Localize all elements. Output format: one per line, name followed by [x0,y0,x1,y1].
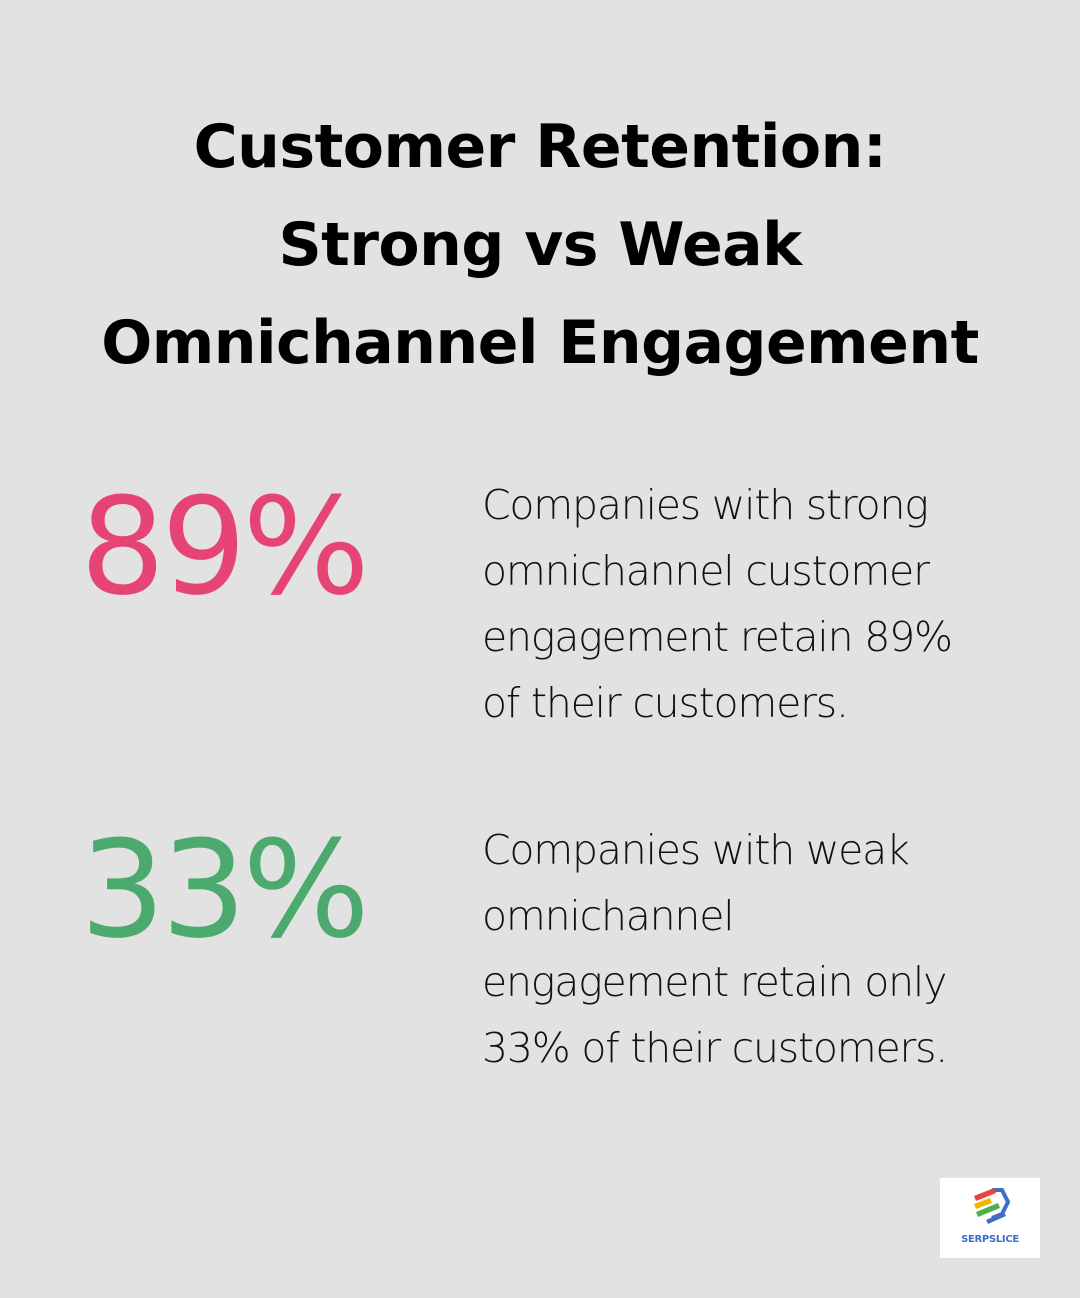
description-line: 33% of their customers. [482,1024,948,1072]
stat-value-89: 89% [80,469,370,625]
title-line-2: Strong vs Weak [278,210,802,280]
stat-value-33: 33% [80,812,370,968]
description-line: engagement retain only [482,958,947,1006]
title-line-3: Omnichannel Engagement [101,308,979,378]
serpslice-hexagon-logo-icon [974,1188,1011,1224]
description-line: Companies with weak [482,826,910,874]
description-line: omnichannel [482,892,735,940]
description-line: omnichannel customer [482,547,930,595]
description-line: of their customers. [482,679,849,727]
description-line: engagement retain 89% [482,613,953,661]
serpslice-logo: SERPSLICE [940,1178,1040,1258]
logo-text: SERPSLICE [961,1234,1019,1245]
title-line-1: Customer Retention: [193,112,887,182]
stat-description-strong: Companies with strong omnichannel custom… [482,472,1022,736]
page-title: Customer Retention: Strong vs Weak Omnic… [0,98,1080,392]
description-line: Companies with strong [482,481,929,529]
stat-description-weak: Companies with weak omnichannel engageme… [482,817,1022,1081]
